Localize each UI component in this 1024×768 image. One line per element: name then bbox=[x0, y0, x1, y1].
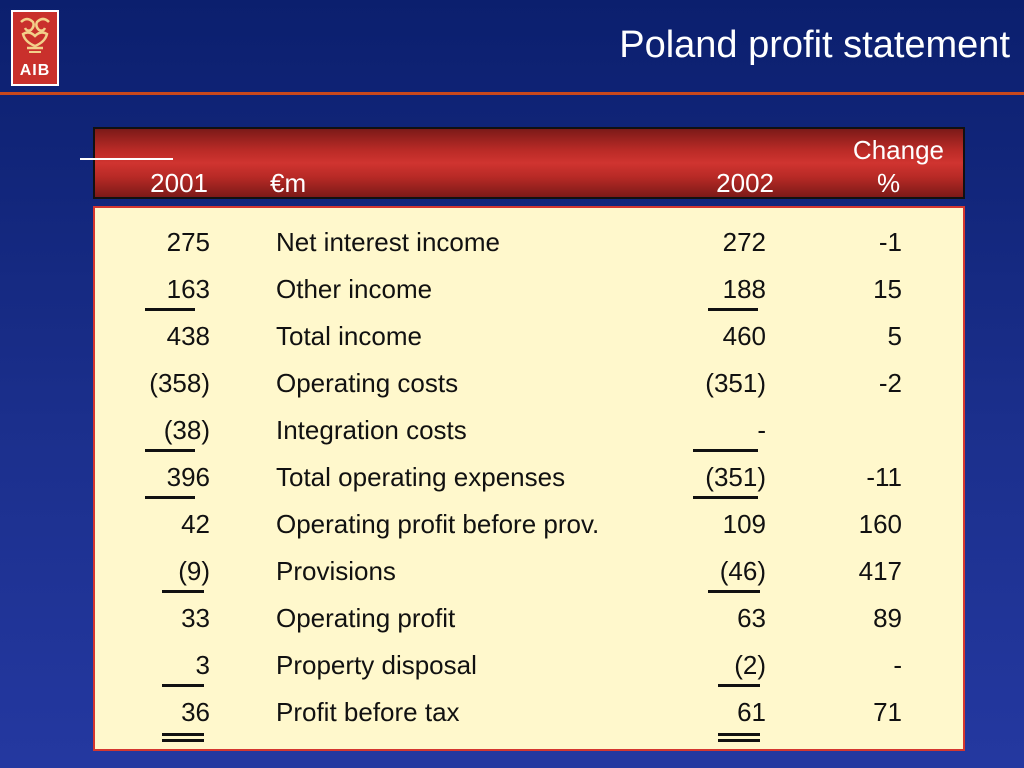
cell-2002: 272 bbox=[722, 227, 766, 257]
profit-table bbox=[93, 206, 965, 751]
row-label: Provisions bbox=[276, 556, 396, 586]
cell-2001: (358) bbox=[149, 368, 210, 398]
row-label: Total income bbox=[276, 321, 422, 351]
header-2002: 2002 bbox=[716, 168, 774, 198]
row-label: Integration costs bbox=[276, 415, 467, 445]
header-currency: €m bbox=[270, 168, 307, 198]
cell-2002: 61 bbox=[737, 697, 766, 727]
row-label: Operating profit bbox=[276, 603, 456, 633]
cell-change: 71 bbox=[873, 697, 902, 727]
cell-2002: (2) bbox=[734, 650, 766, 680]
cell-change: - bbox=[893, 650, 902, 680]
cell-2002: (351) bbox=[705, 462, 766, 492]
cell-2001: 438 bbox=[166, 321, 210, 351]
cell-2001: (9) bbox=[178, 556, 210, 586]
cell-2002: 460 bbox=[722, 321, 766, 351]
row-label: Operating costs bbox=[276, 368, 459, 398]
subtotal-underline bbox=[693, 449, 758, 452]
cell-2002: (46) bbox=[719, 556, 766, 586]
cell-change: 417 bbox=[858, 556, 902, 586]
cell-change: 5 bbox=[887, 321, 902, 351]
row-label: Other income bbox=[276, 274, 433, 304]
header-percent: % bbox=[877, 168, 901, 198]
cell-2001: 42 bbox=[181, 509, 210, 539]
row-label: Profit before tax bbox=[276, 697, 460, 727]
row-label: Net interest income bbox=[276, 227, 500, 257]
cell-change: -11 bbox=[866, 462, 902, 492]
cell-change: 15 bbox=[873, 274, 902, 304]
subtotal-underline bbox=[708, 590, 760, 593]
logo-text: AIB bbox=[19, 62, 51, 79]
subtotal-underline bbox=[145, 496, 195, 499]
cell-change: -1 bbox=[878, 227, 902, 257]
total-double-underline bbox=[162, 733, 204, 742]
subtotal-underline bbox=[693, 496, 758, 499]
subtotal-underline bbox=[162, 684, 204, 687]
title-rule bbox=[0, 92, 1024, 95]
cell-2001: 275 bbox=[166, 227, 210, 257]
table-header-bar bbox=[93, 127, 965, 199]
cell-2001: 33 bbox=[181, 603, 210, 633]
cell-change: 160 bbox=[858, 509, 902, 539]
cell-2001: 163 bbox=[166, 274, 210, 304]
row-label: Total operating expenses bbox=[276, 462, 566, 492]
cell-2002: 63 bbox=[737, 603, 766, 633]
header-change: Change bbox=[852, 135, 944, 165]
cell-2002: 109 bbox=[722, 509, 766, 539]
cell-2001: 3 bbox=[195, 650, 210, 680]
cell-2001: 396 bbox=[166, 462, 210, 492]
subtotal-underline bbox=[162, 590, 204, 593]
cell-change: 89 bbox=[873, 603, 902, 633]
cell-2002: 188 bbox=[722, 274, 766, 304]
cell-2002: (351) bbox=[705, 368, 766, 398]
page-title: Poland profit statement bbox=[619, 24, 1010, 66]
cell-2002: - bbox=[757, 415, 766, 445]
header-2001: 2001 bbox=[150, 168, 208, 198]
subtotal-underline bbox=[145, 308, 195, 311]
aib-crest-icon bbox=[20, 17, 50, 53]
subtotal-underline bbox=[708, 308, 758, 311]
total-double-underline bbox=[718, 733, 760, 742]
header-underline bbox=[80, 158, 173, 160]
subtotal-underline bbox=[145, 449, 195, 452]
subtotal-underline bbox=[718, 684, 760, 687]
row-label: Operating profit before prov. bbox=[276, 509, 600, 539]
cell-2001: (38) bbox=[163, 415, 210, 445]
cell-2001: 36 bbox=[181, 697, 210, 727]
cell-change: -2 bbox=[878, 368, 902, 398]
row-label: Property disposal bbox=[276, 650, 477, 680]
aib-logo: AIB bbox=[11, 10, 59, 86]
